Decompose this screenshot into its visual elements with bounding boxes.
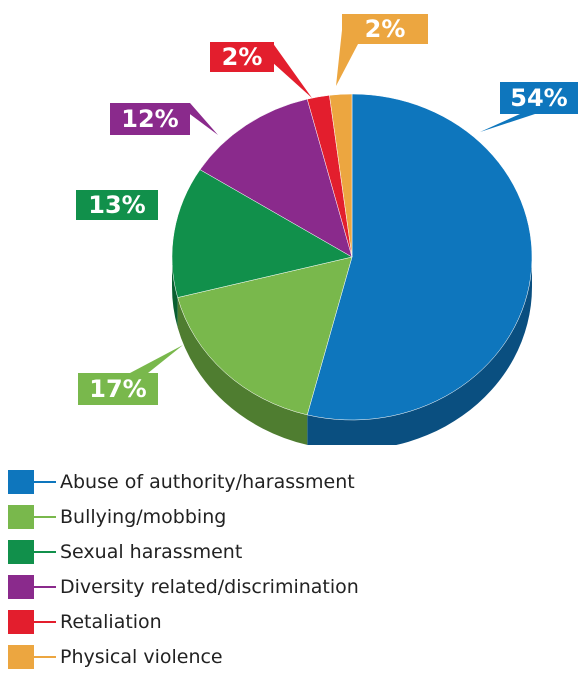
pie-slice-1 <box>306 93 533 421</box>
callout-pointer <box>272 42 312 98</box>
legend-connector <box>34 656 56 658</box>
callout-box <box>110 103 190 135</box>
legend-item: Sexual harassment <box>8 538 528 566</box>
legend-connector <box>34 621 56 623</box>
legend-connector <box>34 516 56 518</box>
pie-slice-4 <box>199 98 353 258</box>
legend-swatch <box>8 610 34 634</box>
data-label: 12% <box>121 105 178 133</box>
pie-side-2 <box>172 257 178 328</box>
legend-swatch <box>8 470 34 494</box>
data-label: 17% <box>89 375 146 403</box>
callout-6: 2% <box>336 14 428 86</box>
legend-item: Physical violence <box>8 643 528 671</box>
legend-swatch <box>8 645 34 669</box>
legend-item: Abuse of authority/harassment <box>8 468 528 496</box>
legend-connector <box>34 481 56 483</box>
callout-box <box>210 42 274 72</box>
data-label: 2% <box>365 15 406 43</box>
legend-swatch <box>8 575 34 599</box>
legend-label: Diversity related/discrimination <box>60 576 359 598</box>
legend-label: Sexual harassment <box>60 541 243 563</box>
callout-box <box>500 82 578 114</box>
callout-pointer <box>480 114 535 132</box>
legend-item: Bullying/mobbing <box>8 503 528 531</box>
callout-box <box>76 190 158 220</box>
legend-label: Abuse of authority/harassment <box>60 471 355 493</box>
data-label: 54% <box>510 84 567 112</box>
legend-label: Physical violence <box>60 646 223 668</box>
pie-slices <box>171 93 533 421</box>
legend-connector <box>34 551 56 553</box>
pie-slice-6 <box>329 93 353 258</box>
legend-swatch <box>8 505 34 529</box>
callout-pointer <box>130 345 183 373</box>
legend-connector <box>34 586 56 588</box>
callout-box <box>78 373 158 405</box>
data-label: 2% <box>222 43 263 71</box>
legend-item: Retaliation <box>8 608 528 636</box>
pie-callouts: 54% 17% 13% 12% 2% 2% <box>76 14 578 405</box>
pie-slice-3 <box>171 169 353 298</box>
legend-item: Diversity related/discrimination <box>8 573 528 601</box>
pie-side-1 <box>177 297 308 445</box>
pie-chart: 54% 17% 13% 12% 2% 2% <box>76 14 578 445</box>
data-label: 13% <box>88 191 145 219</box>
callout-4: 12% <box>110 103 218 135</box>
legend-swatch <box>8 540 34 564</box>
pie-slice-2 <box>177 256 353 416</box>
pie-side-0 <box>307 257 532 445</box>
callout-5: 2% <box>210 42 312 98</box>
callout-2: 17% <box>78 345 183 405</box>
callout-1: 54% <box>480 82 578 132</box>
legend-label: Bullying/mobbing <box>60 506 227 528</box>
callout-box <box>342 14 428 44</box>
legend-label: Retaliation <box>60 611 162 633</box>
callout-3: 13% <box>76 190 158 220</box>
